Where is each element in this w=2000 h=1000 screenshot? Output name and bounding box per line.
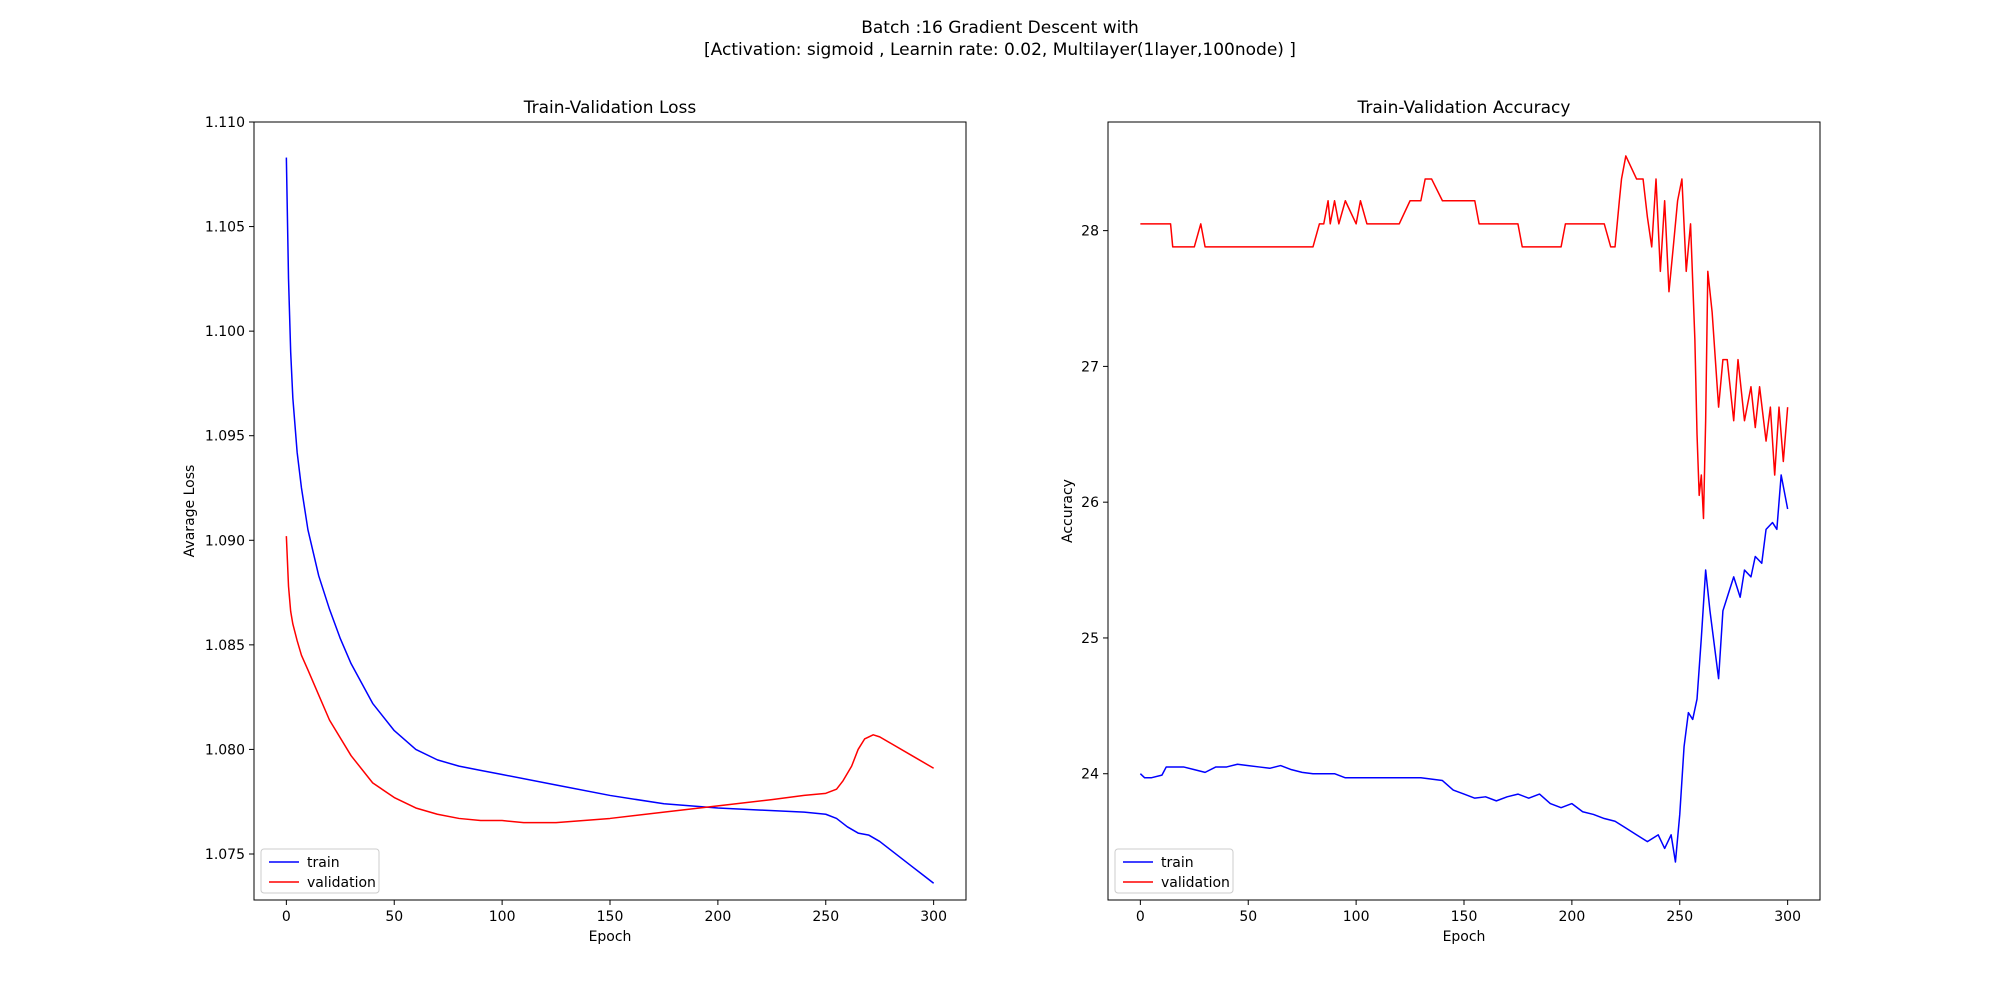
loss-ytick-label: 1.085 — [205, 638, 245, 654]
loss-y-axis-label: Avarage Loss — [182, 465, 198, 558]
loss-legend-label-validation: validation — [307, 875, 376, 891]
loss-legend: train validation — [260, 848, 380, 894]
accuracy-xtick-label: 100 — [1343, 909, 1370, 925]
accuracy-x-axis-label: Epoch — [1443, 929, 1486, 945]
accuracy-chart-title: Train-Validation Accuracy — [1357, 98, 1571, 118]
accuracy-plot-area — [1108, 122, 1820, 900]
accuracy-series-validation — [1140, 155, 1789, 520]
loss-ytick-label: 1.080 — [205, 742, 245, 758]
loss-ytick-label: 1.100 — [205, 324, 245, 340]
accuracy-xtick-label: 300 — [1774, 909, 1801, 925]
loss-ytick-label: 1.095 — [205, 429, 245, 445]
accuracy-ytick-label: 26 — [1081, 495, 1099, 511]
accuracy-xtick-label: 150 — [1451, 909, 1478, 925]
loss-legend-label-train: train — [307, 855, 340, 871]
loss-ytick-label: 1.075 — [205, 847, 245, 863]
accuracy-xtick-label: 0 — [1136, 909, 1145, 925]
accuracy-series-train — [1139, 474, 1789, 863]
accuracy-ytick-label: 24 — [1081, 767, 1099, 783]
loss-xtick-label: 50 — [385, 909, 403, 925]
accuracy-ytick-label: 27 — [1081, 359, 1099, 375]
accuracy-xtick-label: 250 — [1666, 909, 1693, 925]
loss-series-validation — [285, 536, 935, 824]
loss-plot-area — [254, 122, 966, 900]
loss-ytick-label: 1.110 — [205, 115, 245, 131]
loss-xtick-label: 300 — [920, 909, 947, 925]
loss-xtick-label: 250 — [812, 909, 839, 925]
accuracy-legend-label-train: train — [1161, 855, 1194, 871]
loss-xtick-label: 100 — [489, 909, 516, 925]
accuracy-ytick-label: 25 — [1081, 631, 1099, 647]
loss-x-axis-label: Epoch — [589, 929, 632, 945]
accuracy-legend: train validation — [1114, 848, 1234, 894]
loss-chart: 0 50 100 150 200 250 300 1.075 1.080 1.085 1.090 1.… — [182, 98, 967, 945]
loss-series-train — [285, 157, 935, 884]
loss-xtick-label: 150 — [597, 909, 624, 925]
loss-xtick-label: 0 — [282, 909, 291, 925]
accuracy-ytick-label: 28 — [1081, 224, 1099, 240]
accuracy-legend-label-validation: validation — [1161, 875, 1230, 891]
figure-title-line-1: Batch :16 Gradient Descent with — [861, 18, 1139, 38]
loss-ytick-label: 1.090 — [205, 533, 245, 549]
figure-title-line-2: [Activation: sigmoid , Learnin rate: 0.0… — [704, 40, 1296, 60]
accuracy-chart: 0 50 100 150 200 250 300 24 25 26 27 28 Train-Valida… — [1060, 98, 1821, 945]
accuracy-xtick-label: 200 — [1559, 909, 1586, 925]
accuracy-y-axis-label: Accuracy — [1060, 479, 1076, 543]
accuracy-xtick-label: 50 — [1239, 909, 1257, 925]
loss-chart-title: Train-Validation Loss — [523, 98, 697, 118]
loss-xtick-label: 200 — [705, 909, 732, 925]
loss-ytick-label: 1.105 — [205, 220, 245, 236]
